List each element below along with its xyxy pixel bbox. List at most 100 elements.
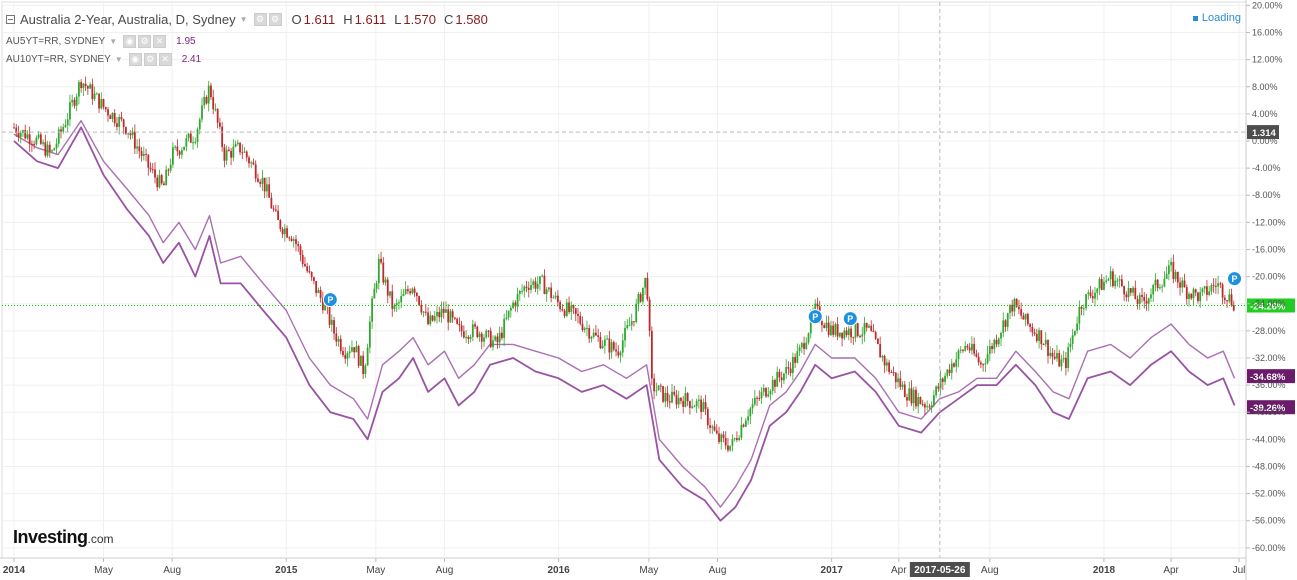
candle-body: [944, 375, 946, 382]
candle-body: [174, 146, 177, 148]
y-tick-label: 12.00%: [1252, 55, 1283, 65]
candle-body: [342, 351, 344, 356]
compare-series-label[interactable]: AU5YT=RR, SYDNEY: [6, 35, 106, 47]
series-end-label: -39.26%: [1250, 403, 1286, 414]
candle-body: [339, 338, 342, 352]
settings-icon[interactable]: ⚙: [138, 34, 152, 48]
close-icon[interactable]: ✕: [158, 52, 172, 66]
eye-icon[interactable]: ◉: [128, 52, 142, 66]
candle-body: [299, 246, 302, 255]
candle-body: [1049, 352, 1052, 356]
candle-body: [702, 402, 705, 412]
collapse-icon[interactable]: [6, 14, 15, 24]
candle-body: [236, 142, 239, 145]
candle-body: [968, 347, 971, 351]
candle-body: [313, 277, 315, 281]
candle-body: [496, 336, 499, 343]
candle-body: [984, 363, 987, 365]
candle-body: [621, 340, 624, 353]
candle-body: [1107, 279, 1110, 281]
candle-body: [630, 321, 633, 326]
candle-body: [543, 275, 546, 295]
candle-body: [1051, 352, 1054, 357]
y-tick-label: 20.00%: [1252, 0, 1283, 10]
candle-body: [469, 337, 472, 339]
candle-body: [413, 288, 416, 293]
candle-body: [599, 336, 602, 349]
dropdown-caret-icon[interactable]: ▼: [114, 54, 123, 64]
candle-body: [348, 351, 351, 354]
current-value-label-bg: [1247, 298, 1295, 313]
eye-icon[interactable]: ◉: [123, 34, 137, 48]
event-marker: [322, 292, 338, 308]
candle-body: [1091, 296, 1094, 299]
candle-body: [816, 303, 819, 307]
close-icon[interactable]: ✕: [153, 34, 167, 48]
candle-body: [116, 123, 118, 127]
candle-body: [1223, 297, 1226, 301]
candle-body: [592, 332, 595, 338]
candle-body: [1152, 285, 1155, 295]
candle-body: [73, 99, 76, 106]
candle-body: [1044, 339, 1047, 345]
candle-body: [1033, 332, 1036, 334]
ohlc-low-key: L: [394, 11, 402, 27]
candle-body: [212, 97, 215, 110]
candle-body: [1085, 294, 1087, 309]
candle-body: [780, 377, 783, 381]
candle-body: [803, 343, 805, 349]
candle-body: [957, 350, 960, 360]
compare-series-line: [13, 126, 1236, 522]
candle-body: [335, 333, 338, 342]
settings-icon[interactable]: ⚙: [253, 12, 267, 26]
candle-body: [69, 102, 71, 120]
x-tick-label: Aug: [163, 565, 181, 576]
candle-body: [216, 109, 219, 123]
candle-body: [608, 338, 611, 353]
settings-icon[interactable]: ⚙: [268, 12, 282, 26]
candle-body: [1147, 298, 1150, 304]
candle-body: [118, 116, 121, 127]
compare-series-row[interactable]: AU10YT=RR, SYDNEY ▼ ◉ ⚙ ✕ 2.41: [6, 50, 488, 68]
candle-body: [612, 342, 615, 350]
settings-icon[interactable]: ⚙: [143, 52, 157, 66]
dropdown-caret-icon[interactable]: ▼: [239, 14, 248, 24]
candle-body: [671, 391, 673, 403]
dropdown-caret-icon[interactable]: ▼: [109, 36, 118, 46]
candle-body: [684, 393, 687, 407]
candle-body: [1194, 289, 1197, 293]
candle-body: [382, 262, 385, 283]
x-tick-label: Apr: [891, 565, 907, 576]
series-end-label: -34.68%: [1250, 372, 1286, 383]
candle-body: [753, 397, 756, 405]
candle-body: [1123, 286, 1126, 295]
main-series-label[interactable]: Australia 2-Year, Australia, D, Sydney: [20, 11, 236, 27]
candle-body: [711, 426, 714, 428]
candle-body: [160, 175, 163, 184]
candle-body: [46, 144, 49, 156]
candle-body: [120, 116, 123, 120]
candle-body: [445, 309, 447, 313]
candlesticks: [13, 76, 1235, 453]
candle-body: [449, 311, 452, 323]
ohlc-high-value: 1.611: [354, 11, 387, 27]
candle-body: [422, 311, 425, 313]
candle-body: [682, 400, 685, 407]
candle-body: [574, 308, 577, 314]
compare-series-row[interactable]: AU5YT=RR, SYDNEY ▼ ◉ ⚙ ✕ 1.95: [6, 32, 488, 50]
candle-body: [1199, 292, 1202, 302]
candle-body: [380, 258, 382, 263]
candle-body: [586, 328, 588, 330]
main-series-row[interactable]: Australia 2-Year, Australia, D, Sydney ▼…: [6, 6, 488, 32]
candle-body: [865, 322, 868, 328]
candle-body: [691, 406, 694, 408]
candle-body: [883, 356, 886, 366]
compare-series-label[interactable]: AU10YT=RR, SYDNEY: [6, 53, 111, 65]
candle-body: [521, 290, 523, 292]
candle-body: [1176, 271, 1179, 283]
candle-body: [281, 229, 284, 235]
candle-body: [525, 286, 528, 288]
candle-body: [288, 237, 291, 239]
candle-body: [666, 392, 669, 402]
